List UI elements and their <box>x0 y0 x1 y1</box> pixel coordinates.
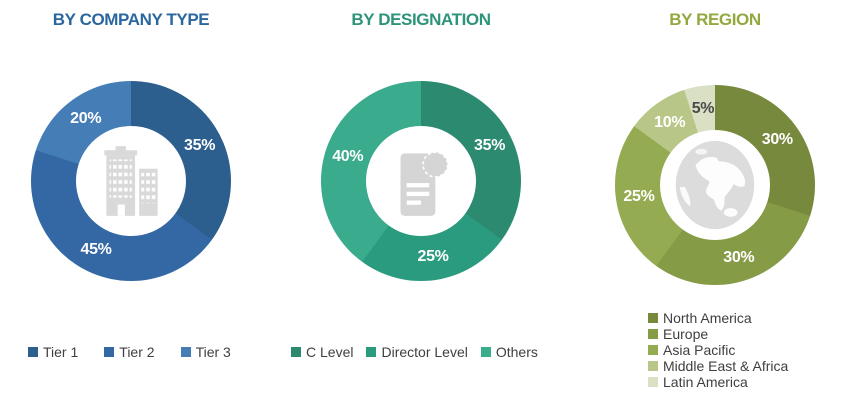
legend-swatch <box>648 313 658 323</box>
legend-swatch <box>480 347 491 357</box>
legend-item: C Level <box>291 345 353 359</box>
legend-item: Tier 1 <box>28 345 78 359</box>
legend-item: Others <box>480 344 538 360</box>
chart-title-region: BY REGION <box>669 10 761 29</box>
legend-label: Middle East & Africa <box>663 358 789 374</box>
legend-item: Tier 2 <box>104 344 155 360</box>
donut-hole <box>366 126 476 236</box>
slice-label: 25% <box>623 188 655 206</box>
legend-label: Tier 3 <box>195 344 231 360</box>
legend-swatch <box>291 347 301 357</box>
legend-label: Europe <box>663 326 709 342</box>
legend-swatch <box>180 347 191 357</box>
legend-label: Asia Pacific <box>663 342 736 358</box>
globe-icon <box>675 140 755 230</box>
legend-label: Tier 1 <box>43 344 79 360</box>
slice-label: 30% <box>761 130 793 148</box>
chart-panel-designation: BY DESIGNATION 35% 25% 40% C Level Director… <box>281 0 562 411</box>
legend-swatch <box>648 377 658 387</box>
donut-hole <box>76 126 186 236</box>
legend-designation: C Level Director Level Others <box>291 345 538 359</box>
slice-label: 25% <box>417 248 449 266</box>
legend-label: C Level <box>306 344 354 360</box>
legend-swatch <box>28 347 38 357</box>
legend-label: Director Level <box>381 344 468 360</box>
legend-label: Tier 2 <box>119 344 155 360</box>
legend-company-type: Tier 1 Tier 2 Tier 3 <box>28 345 231 359</box>
report-icon <box>400 151 449 216</box>
legend-label: Latin America <box>663 374 748 390</box>
slice-label: 5% <box>691 99 715 117</box>
legend-swatch <box>648 345 658 355</box>
slice-label: 45% <box>80 240 112 258</box>
chart-panel-region: BY REGION 30% 30% 25% 10% 5% North America Eu… <box>562 0 843 411</box>
slice-label: 35% <box>184 137 216 155</box>
donut-hole <box>660 130 770 240</box>
legend-label: Others <box>495 344 538 360</box>
chart-title-designation: BY DESIGNATION <box>351 10 491 29</box>
donut-designation: 35% 25% 40% <box>321 81 521 281</box>
legend-item: Asia Pacific <box>648 343 788 357</box>
slice-label: 20% <box>70 109 102 127</box>
slice-label: 30% <box>723 249 755 267</box>
buildings-icon <box>104 146 158 216</box>
slice-label: 35% <box>474 137 506 155</box>
legend-swatch <box>104 347 115 357</box>
legend-item: Europe <box>648 327 788 341</box>
legend-swatch <box>648 361 658 371</box>
slice-label: 10% <box>654 113 686 131</box>
legend-item: North America <box>648 311 788 325</box>
slice-label: 40% <box>332 148 364 166</box>
chart-panel-company-type: BY COMPANY TYPE <box>0 0 281 411</box>
legend-region: North America Europe Asia Pacific Middle Ea… <box>648 311 788 389</box>
legend-item: Director Level <box>366 344 468 360</box>
legend-item: Middle East & Africa <box>648 359 788 373</box>
legend-label: North America <box>663 310 752 326</box>
legend-swatch <box>648 329 658 339</box>
donut-company-type: 35% 45% 20% <box>31 81 231 281</box>
legend-item: Latin America <box>648 375 788 389</box>
donut-region: 30% 30% 25% 10% 5% <box>615 85 815 285</box>
legend-swatch <box>366 347 377 357</box>
legend-item: Tier 3 <box>180 344 231 360</box>
chart-title-company-type: BY COMPANY TYPE <box>52 10 210 29</box>
